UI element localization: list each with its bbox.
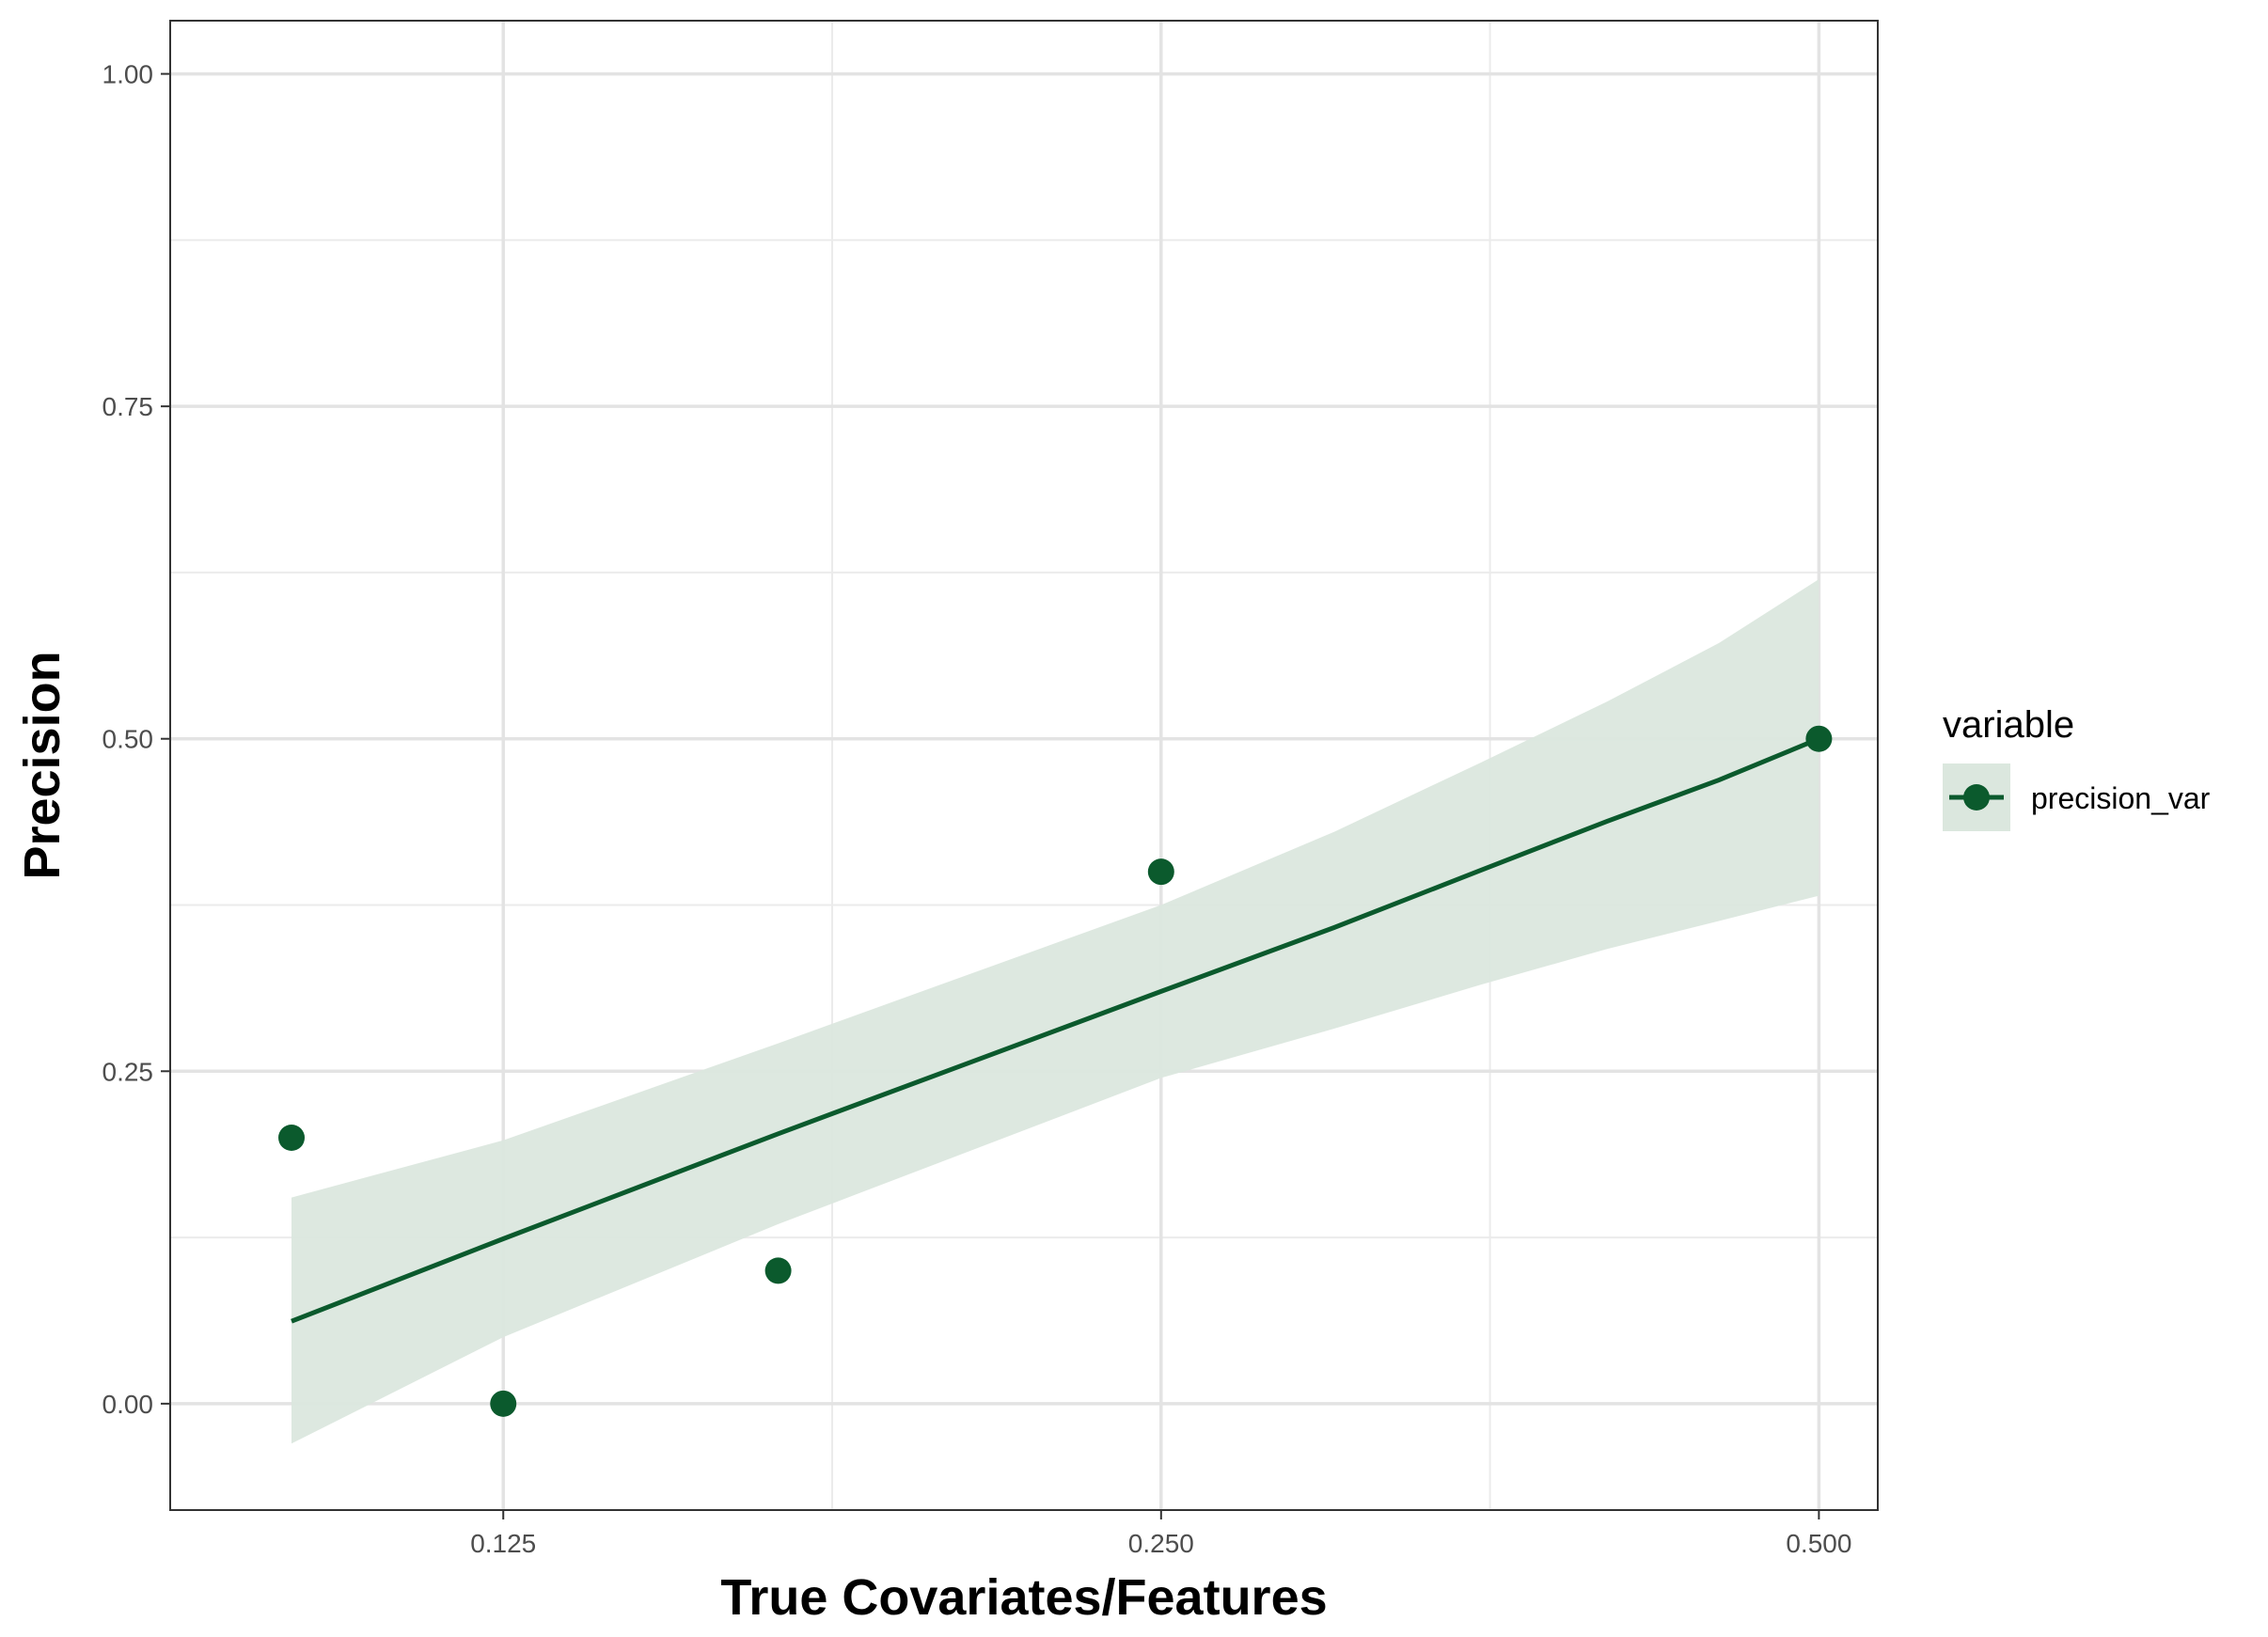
confidence-band bbox=[291, 579, 1819, 1444]
legend-label: precision_var bbox=[2031, 781, 2211, 815]
x-tick-label: 0.250 bbox=[1128, 1529, 1194, 1558]
y-tick-label: 0.75 bbox=[102, 392, 154, 421]
x-tick-label: 0.125 bbox=[470, 1529, 536, 1558]
y-axis: 0.00 0.25 0.50 0.75 1.00 bbox=[102, 60, 170, 1419]
data-point bbox=[764, 1257, 792, 1284]
y-tick-label: 0.50 bbox=[102, 725, 154, 754]
data-point bbox=[490, 1390, 517, 1417]
data-point-layer bbox=[278, 725, 1833, 1417]
plot-panel-border bbox=[169, 20, 1879, 1511]
fit-line bbox=[291, 736, 1820, 1324]
y-tick-label: 0.00 bbox=[102, 1390, 154, 1419]
legend-title: variable bbox=[1943, 704, 2074, 746]
legend: variable precision_var bbox=[1943, 704, 2211, 831]
legend-item: precision_var bbox=[1943, 763, 2211, 831]
y-tick-label: 0.25 bbox=[102, 1057, 154, 1086]
confidence-band-layer bbox=[291, 579, 1819, 1444]
y-axis-title: Precision bbox=[14, 651, 71, 879]
x-tick-label: 0.500 bbox=[1786, 1529, 1851, 1558]
data-point bbox=[1147, 858, 1174, 886]
y-tick-label: 1.00 bbox=[102, 60, 154, 89]
data-point bbox=[1805, 725, 1833, 752]
x-axis: 0.125 0.250 0.500 bbox=[470, 1510, 1851, 1558]
fit-line-layer bbox=[291, 736, 1820, 1324]
x-axis-title: True Covariates/Features bbox=[720, 1569, 1327, 1626]
data-point bbox=[278, 1125, 306, 1151]
legend-key-point bbox=[1963, 784, 1990, 811]
